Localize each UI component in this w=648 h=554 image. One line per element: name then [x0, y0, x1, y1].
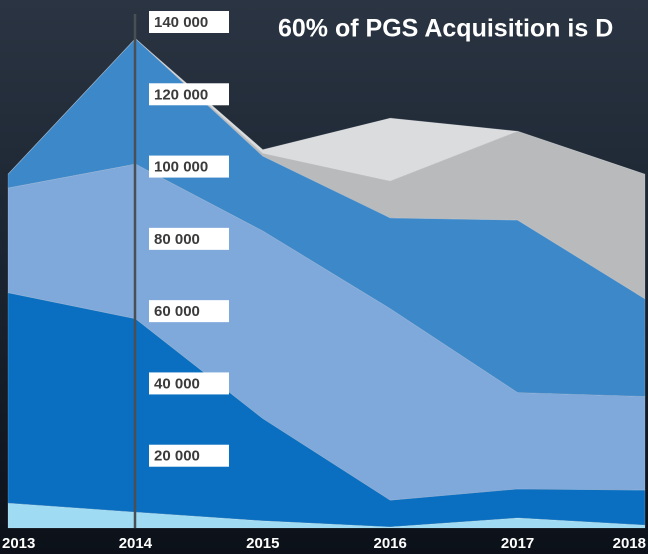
- y-tick-label: 140 000: [154, 14, 208, 31]
- x-tick-label: 2016: [374, 535, 407, 552]
- y-tick-label: 100 000: [154, 159, 208, 176]
- tick-box: [149, 155, 229, 178]
- tick-box: [149, 300, 229, 323]
- x-tick-label: 2015: [246, 535, 279, 552]
- tick-box: [149, 227, 229, 250]
- y-tick-label: 60 000: [154, 303, 200, 320]
- x-tick-label: 2018: [613, 535, 646, 552]
- y-tick-label: 120 000: [154, 86, 208, 103]
- area: [7, 38, 646, 182]
- tick-box: [149, 444, 229, 467]
- x-axis: 2013 2014 2015 2016 2017 2018: [2, 535, 646, 552]
- x-tick-label: 2013: [2, 535, 35, 552]
- x-tick-label: 2014: [119, 535, 153, 552]
- y-tick-label: 80 000: [154, 231, 200, 248]
- x-tick-label: 2017: [501, 535, 534, 552]
- tick-box: [149, 83, 229, 106]
- tick-box: [149, 11, 229, 33]
- y-tick-label: 40 000: [154, 375, 200, 392]
- tick-box: [149, 372, 229, 395]
- y-tick-label: 20 000: [154, 448, 200, 465]
- chart-title: 60% of PGS Acquisition is D: [278, 15, 613, 43]
- y-axis: 20 000 40 000 60 000 80 000 100 000 120 000 14…: [149, 11, 229, 467]
